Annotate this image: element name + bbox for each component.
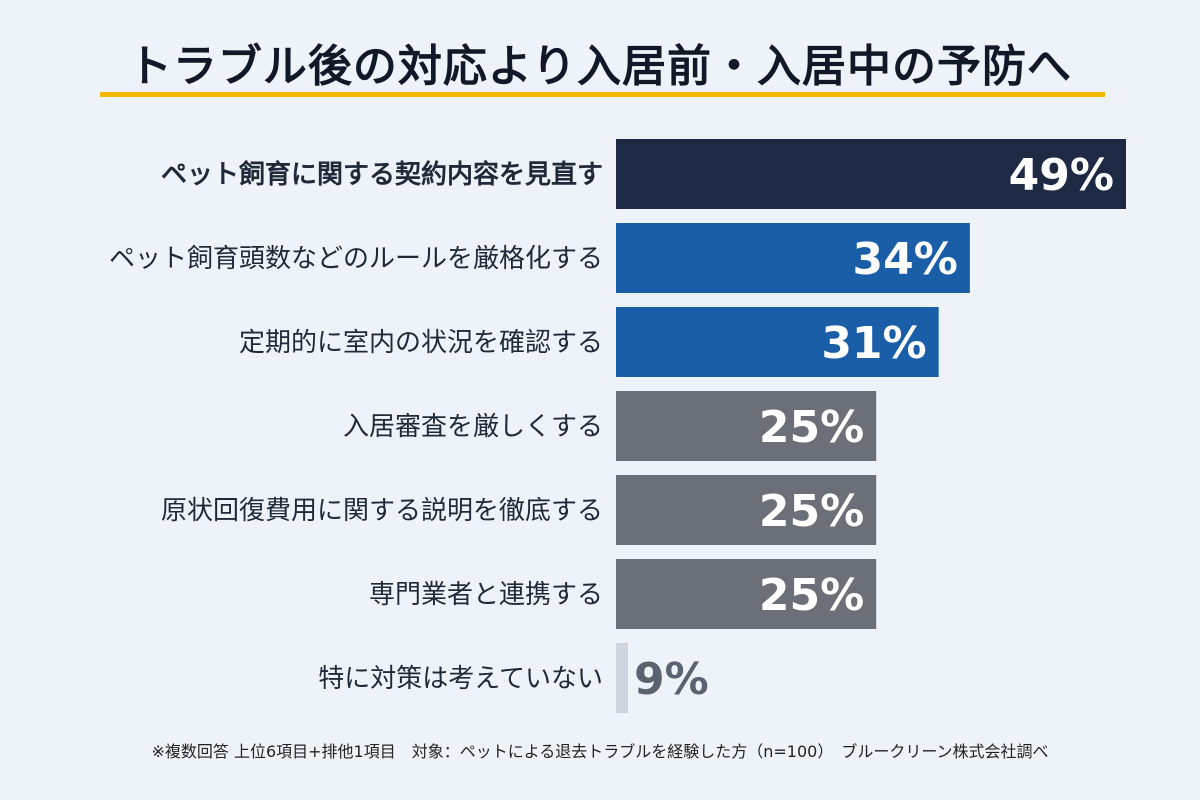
bar — [616, 139, 1126, 209]
bar — [616, 559, 877, 629]
value-label: 49% — [1009, 150, 1114, 201]
category-label: ペット飼育に関する契約内容を見直す — [161, 159, 603, 190]
bar — [616, 391, 877, 461]
title-underline — [100, 92, 1105, 97]
chart-title: トラブル後の対応より入居前・入居中の予防へ — [127, 41, 1073, 92]
category-label: 定期的に室内の状況を確認する — [239, 328, 603, 358]
footnote: ※複数回答 上位6項目+排他1項目 対象：ペットによる退去トラブルを経験した方（… — [151, 742, 1049, 761]
value-label: 25% — [759, 486, 864, 537]
value-label: 31% — [821, 318, 926, 369]
category-label: 入居審査を厳しくする — [343, 412, 603, 442]
value-label: 34% — [853, 234, 958, 285]
value-label: 25% — [759, 570, 864, 621]
bar — [616, 643, 628, 713]
category-label: 原状回復費用に関する説明を徹底する — [161, 496, 603, 526]
bar-chart: ペット飼育に関する契約内容を見直す 49% ペット飼育頭数などのルールを厳格化する 3… — [109, 139, 1126, 713]
bar — [616, 307, 939, 377]
value-label: 9% — [634, 654, 709, 705]
bar — [616, 223, 970, 293]
value-label: 25% — [759, 402, 864, 453]
category-label: 専門業者と連携する — [369, 580, 603, 610]
bar — [616, 475, 877, 545]
category-label: ペット飼育頭数などのルールを厳格化する — [109, 244, 603, 274]
category-label: 特に対策は考えていない — [318, 664, 603, 694]
